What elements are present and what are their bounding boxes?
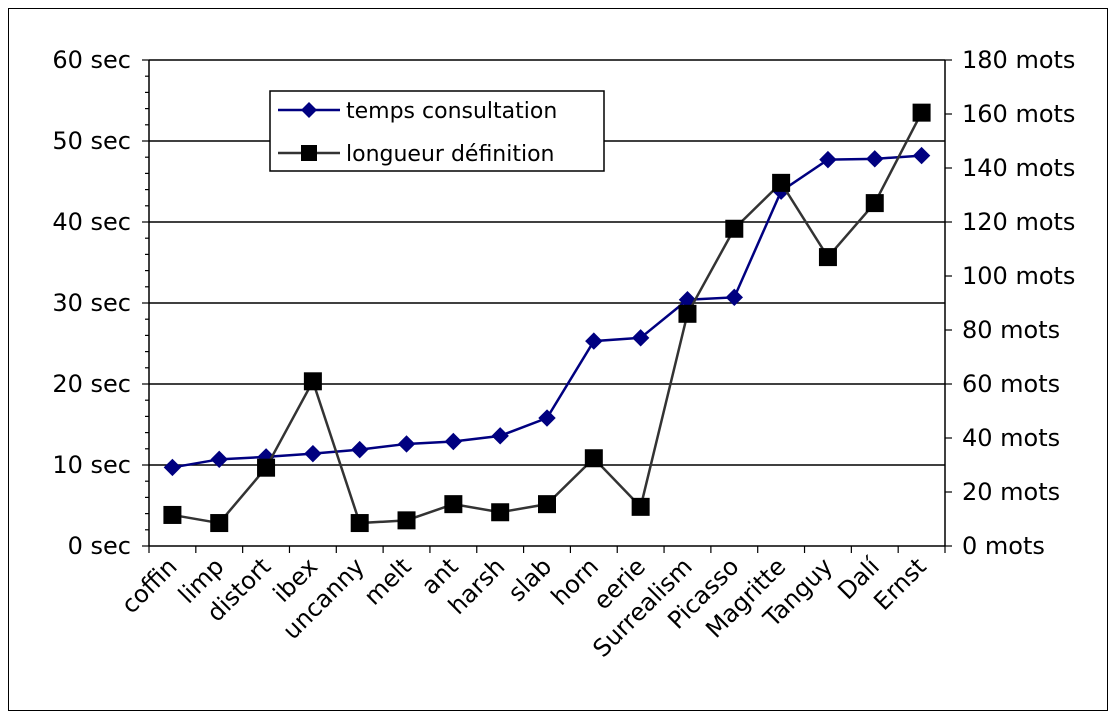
series-temps-consultation	[163, 146, 931, 477]
square-point	[163, 505, 182, 524]
x-tick-label: Ernst	[868, 552, 931, 615]
right-tick-label: 120 mots	[962, 208, 1075, 236]
diamond-point	[866, 150, 884, 168]
right-tick-label: 80 mots	[962, 316, 1060, 344]
left-tick-label: 30 sec	[52, 289, 131, 317]
left-axis-ticks: 0 sec 10 sec 20 sec 30 sec 40 sec 50 sec 60 se…	[52, 46, 149, 560]
diamond-point	[538, 409, 556, 427]
square-point	[912, 103, 931, 122]
right-tick-label: 60 mots	[962, 370, 1060, 398]
square-point	[491, 503, 510, 522]
diamond-point	[350, 440, 369, 459]
legend-label: longueur définition	[346, 142, 555, 167]
right-tick-label: 140 mots	[962, 154, 1075, 182]
series-layer	[163, 103, 931, 533]
left-tick-label: 60 sec	[52, 46, 131, 74]
square-point	[538, 495, 556, 514]
diamond-point	[444, 432, 463, 451]
diamond-point	[631, 329, 650, 347]
square-point	[350, 514, 369, 533]
diamond-point	[491, 427, 509, 445]
left-tick-label: 10 sec	[52, 451, 131, 479]
right-tick-label: 160 mots	[962, 100, 1075, 128]
diamond-point	[210, 450, 228, 469]
legend-box	[269, 90, 605, 172]
square-point	[865, 194, 884, 213]
square-point	[584, 449, 603, 468]
right-tick-label: 0 mots	[962, 532, 1045, 560]
square-point	[257, 458, 276, 477]
diamond-point	[819, 150, 837, 169]
diamond-point	[304, 444, 322, 463]
x-tick-label: melt	[359, 552, 417, 610]
legend-entry: temps consultation	[278, 99, 557, 124]
diamond-point	[585, 332, 603, 350]
x-tick-label: coffin	[116, 552, 183, 619]
square-point	[772, 173, 791, 192]
legend-diamond-marker	[301, 102, 317, 118]
legend-label: temps consultation	[346, 99, 557, 124]
legend-entry: longueur définition	[278, 142, 555, 167]
left-tick-label: 50 sec	[52, 127, 131, 155]
diamond-point	[163, 458, 182, 477]
legend-square-marker	[301, 145, 317, 161]
right-axis-ticks: 0 mots 20 mots 40 mots 60 mots 80 mots 100 mo…	[945, 46, 1075, 560]
square-point	[210, 514, 229, 533]
right-tick-label: 100 mots	[962, 262, 1075, 290]
diamond-point	[912, 146, 931, 165]
right-tick-label: 40 mots	[962, 424, 1060, 452]
square-point	[397, 511, 416, 530]
right-tick-label: 20 mots	[962, 478, 1060, 506]
legend: temps consultation longueur définition	[269, 90, 605, 172]
diamond-point	[397, 435, 416, 453]
square-point	[444, 495, 463, 514]
square-point	[818, 248, 837, 267]
left-tick-label: 0 sec	[68, 532, 131, 560]
square-point	[725, 219, 744, 238]
x-tick-label: slab	[503, 552, 558, 607]
series-line	[172, 112, 923, 525]
right-tick-label: 180 mots	[962, 46, 1075, 74]
left-tick-label: 40 sec	[52, 208, 131, 236]
square-point	[631, 497, 650, 516]
square-point	[303, 372, 322, 391]
left-tick-label: 20 sec	[52, 370, 131, 398]
square-point	[678, 304, 697, 323]
series-longueur-definition	[163, 103, 931, 533]
diamond-point	[725, 288, 744, 307]
